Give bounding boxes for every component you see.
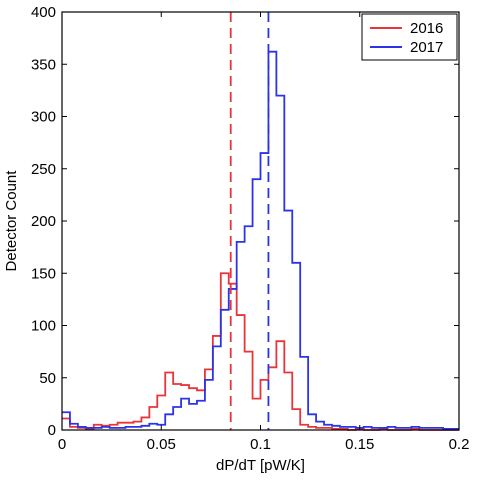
y-tick-label: 200 bbox=[31, 213, 56, 230]
y-tick-label: 300 bbox=[31, 109, 56, 126]
y-axis-label: Detector Count bbox=[3, 170, 20, 272]
y-tick-label: 50 bbox=[39, 370, 56, 387]
axis-ticks: 0 0.05 0.1 0.15 0.2 0 50 100 150 200 250 300 350 400 bbox=[31, 4, 469, 453]
y-tick-label: 350 bbox=[31, 56, 56, 73]
legend-box bbox=[361, 13, 458, 61]
legend: 2016 2017 bbox=[361, 13, 458, 61]
y-tick-label: 0 bbox=[48, 422, 56, 439]
y-tick-label: 100 bbox=[31, 318, 56, 335]
x-tick-label: 0.1 bbox=[250, 436, 271, 453]
y-tick-label: 250 bbox=[31, 161, 56, 178]
reference-lines bbox=[229, 12, 270, 430]
y-tick-label: 150 bbox=[31, 265, 56, 282]
x-tick-label: 0.2 bbox=[449, 436, 470, 453]
histogram-series-2017 bbox=[62, 50, 459, 430]
x-tick-label: 0.15 bbox=[345, 436, 374, 453]
legend-label-2016: 2016 bbox=[410, 20, 443, 37]
x-tick-label: 0.05 bbox=[147, 436, 176, 453]
x-tick-label: 0 bbox=[58, 436, 66, 453]
legend-label-2017: 2017 bbox=[410, 39, 443, 56]
y-tick-label: 400 bbox=[31, 4, 56, 21]
x-axis-label: dP/dT [pW/K] bbox=[216, 457, 305, 474]
